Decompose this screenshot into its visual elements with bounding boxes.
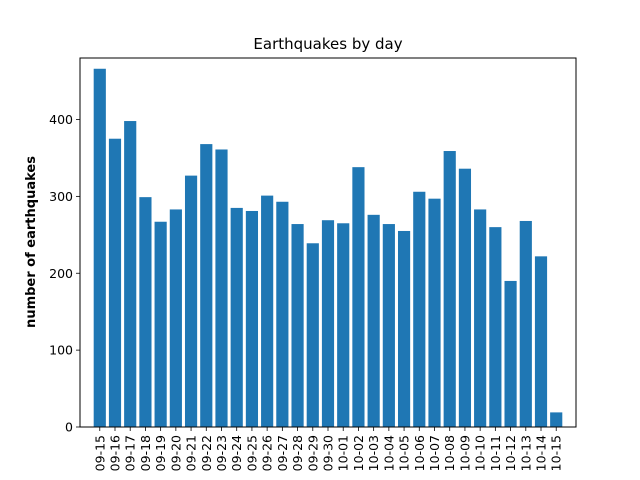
y-tick-label: 200: [49, 266, 73, 281]
x-tick-label: 09-23: [214, 435, 229, 471]
x-tick-label: 10-12: [503, 435, 518, 471]
x-tick-label: 09-15: [92, 435, 107, 471]
bar-09-24: [230, 207, 243, 427]
bar-10-03: [367, 214, 380, 427]
x-tick-label: 09-20: [168, 435, 183, 471]
x-tick-label: 10-13: [518, 435, 533, 471]
bar-10-05: [397, 230, 411, 427]
bar-09-19: [154, 221, 167, 427]
x-tick-label: 10-11: [488, 435, 503, 471]
bar-09-17: [124, 121, 137, 427]
x-axis-ticks: 09-15 09-16 09-17 09-18 09-19 09-20 09-21 09-22…: [92, 427, 564, 471]
bar-10-01: [337, 223, 350, 427]
y-tick-label: 400: [49, 112, 73, 127]
x-tick-label: 10-05: [397, 435, 412, 471]
chart-title: Earthquakes by day: [253, 35, 402, 53]
bar-10-13: [519, 220, 532, 427]
x-tick-label: 10-09: [457, 435, 472, 471]
y-tick-label: 100: [49, 343, 73, 358]
x-tick-label: 10-01: [336, 435, 351, 471]
bar-10-10: [474, 209, 487, 427]
x-tick-label: 10-15: [549, 435, 564, 471]
bar-10-09: [458, 168, 472, 427]
bar-09-16: [108, 138, 122, 427]
x-tick-label: 09-30: [321, 435, 336, 471]
bar-10-04: [382, 224, 395, 427]
x-tick-label: 09-26: [260, 435, 275, 471]
bar-09-23: [215, 149, 228, 428]
x-tick-label: 10-04: [381, 435, 396, 471]
plot-area-frame: [79, 57, 577, 428]
x-tick-label: 09-21: [184, 435, 199, 471]
x-tick-label: 09-22: [199, 435, 214, 471]
bar-09-21: [184, 175, 198, 427]
y-axis-label: number of earthquakes: [24, 156, 39, 328]
bar-09-22: [200, 144, 213, 427]
x-tick-label: 10-07: [427, 435, 442, 471]
bar-09-20: [169, 209, 182, 427]
y-tick-label: 0: [65, 420, 73, 435]
x-tick-label: 09-17: [123, 435, 138, 471]
bar-10-06: [413, 191, 426, 427]
x-tick-label: 09-28: [290, 435, 305, 471]
x-tick-label: 09-16: [107, 435, 122, 471]
bars-group: [93, 68, 563, 428]
bar-09-27: [276, 201, 289, 427]
bar-09-30: [321, 220, 335, 427]
y-tick-label: 300: [49, 189, 73, 204]
bar-09-28: [291, 224, 304, 427]
bar-10-07: [428, 198, 441, 427]
x-tick-label: 09-24: [229, 435, 244, 471]
bar-10-12: [504, 280, 517, 427]
bar-09-18: [139, 197, 152, 427]
x-tick-label: 09-25: [244, 435, 259, 471]
x-tick-label: 09-27: [275, 435, 290, 471]
x-tick-label: 09-19: [153, 435, 168, 471]
bar-10-15: [550, 412, 563, 427]
bar-09-25: [245, 210, 259, 427]
bar-09-15: [93, 68, 106, 427]
bar-10-11: [489, 227, 502, 428]
x-tick-label: 10-14: [534, 435, 549, 471]
x-tick-label: 09-29: [305, 435, 320, 471]
x-tick-label: 10-10: [473, 435, 488, 471]
bar-10-02: [352, 167, 365, 427]
bar-10-14: [534, 256, 548, 427]
bar-09-29: [306, 243, 319, 427]
x-tick-label: 10-02: [351, 435, 366, 471]
bar-09-26: [261, 195, 274, 427]
bar-10-08: [443, 151, 456, 427]
x-tick-label: 10-03: [366, 435, 381, 471]
x-tick-label: 10-08: [442, 435, 457, 471]
y-axis-ticks: 0 100 200 300 400: [49, 112, 80, 435]
x-tick-label: 10-06: [412, 435, 427, 471]
x-tick-label: 09-18: [138, 435, 153, 471]
